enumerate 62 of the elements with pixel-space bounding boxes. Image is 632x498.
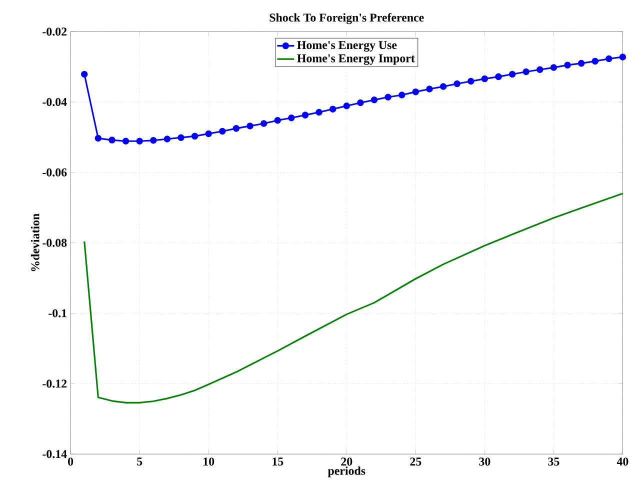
point	[440, 83, 447, 90]
point	[329, 106, 336, 112]
y-tick-label: -0.04	[42, 98, 67, 106]
point	[178, 134, 184, 141]
point	[495, 73, 502, 80]
point	[343, 102, 350, 110]
point	[288, 114, 295, 122]
point	[357, 99, 364, 106]
point	[122, 138, 130, 145]
y-tick-label: -0.1	[48, 309, 66, 318]
y-tick-label: -0.02	[42, 28, 67, 36]
point	[274, 116, 281, 124]
point	[260, 120, 268, 127]
point	[564, 62, 571, 68]
point	[578, 60, 585, 67]
x-tick-label: 30	[479, 458, 490, 466]
point	[522, 68, 530, 76]
y-tick-label: -0.06	[42, 168, 67, 177]
point	[508, 70, 516, 78]
y-axis-title: %deviation	[30, 214, 40, 272]
point	[150, 137, 157, 144]
point	[246, 122, 254, 130]
point	[619, 54, 626, 60]
point	[384, 94, 392, 101]
point	[94, 134, 102, 142]
y-tick-label: -0.14	[42, 450, 67, 458]
point	[370, 96, 378, 104]
x-axis-title: periods	[328, 466, 366, 478]
point	[412, 88, 420, 96]
point	[550, 64, 558, 71]
point	[108, 136, 116, 144]
x-tick-label: 10	[204, 458, 214, 466]
point	[219, 128, 226, 135]
point	[468, 78, 474, 85]
x-tick-label: 0	[68, 458, 74, 466]
point	[398, 92, 406, 98]
point	[592, 58, 598, 65]
point	[426, 86, 433, 92]
y-tick-label: -0.12	[42, 380, 67, 388]
point	[606, 55, 612, 62]
point	[191, 132, 198, 140]
x-tick-label: 5	[137, 458, 142, 466]
line-series	[84, 192, 623, 404]
point	[316, 108, 322, 116]
x-tick-label: 25	[410, 458, 422, 466]
point	[481, 75, 488, 82]
legend-label: Home's Energy Use	[297, 41, 397, 52]
point	[80, 70, 88, 78]
point	[536, 66, 544, 74]
y-tick-label: -0.08	[42, 238, 67, 247]
point	[232, 125, 240, 132]
x-tick-label: 20	[341, 458, 352, 466]
point	[454, 80, 460, 88]
point	[164, 136, 171, 142]
point	[302, 112, 309, 118]
legend-label: Home's Energy Import	[297, 54, 415, 65]
x-tick-label: 35	[548, 458, 560, 466]
x-tick-label: 40	[616, 458, 628, 466]
chart-title: Shock To Foreign's Preference	[270, 13, 424, 24]
point	[136, 138, 143, 145]
x-tick-label: 15	[272, 458, 284, 466]
point	[205, 130, 212, 138]
